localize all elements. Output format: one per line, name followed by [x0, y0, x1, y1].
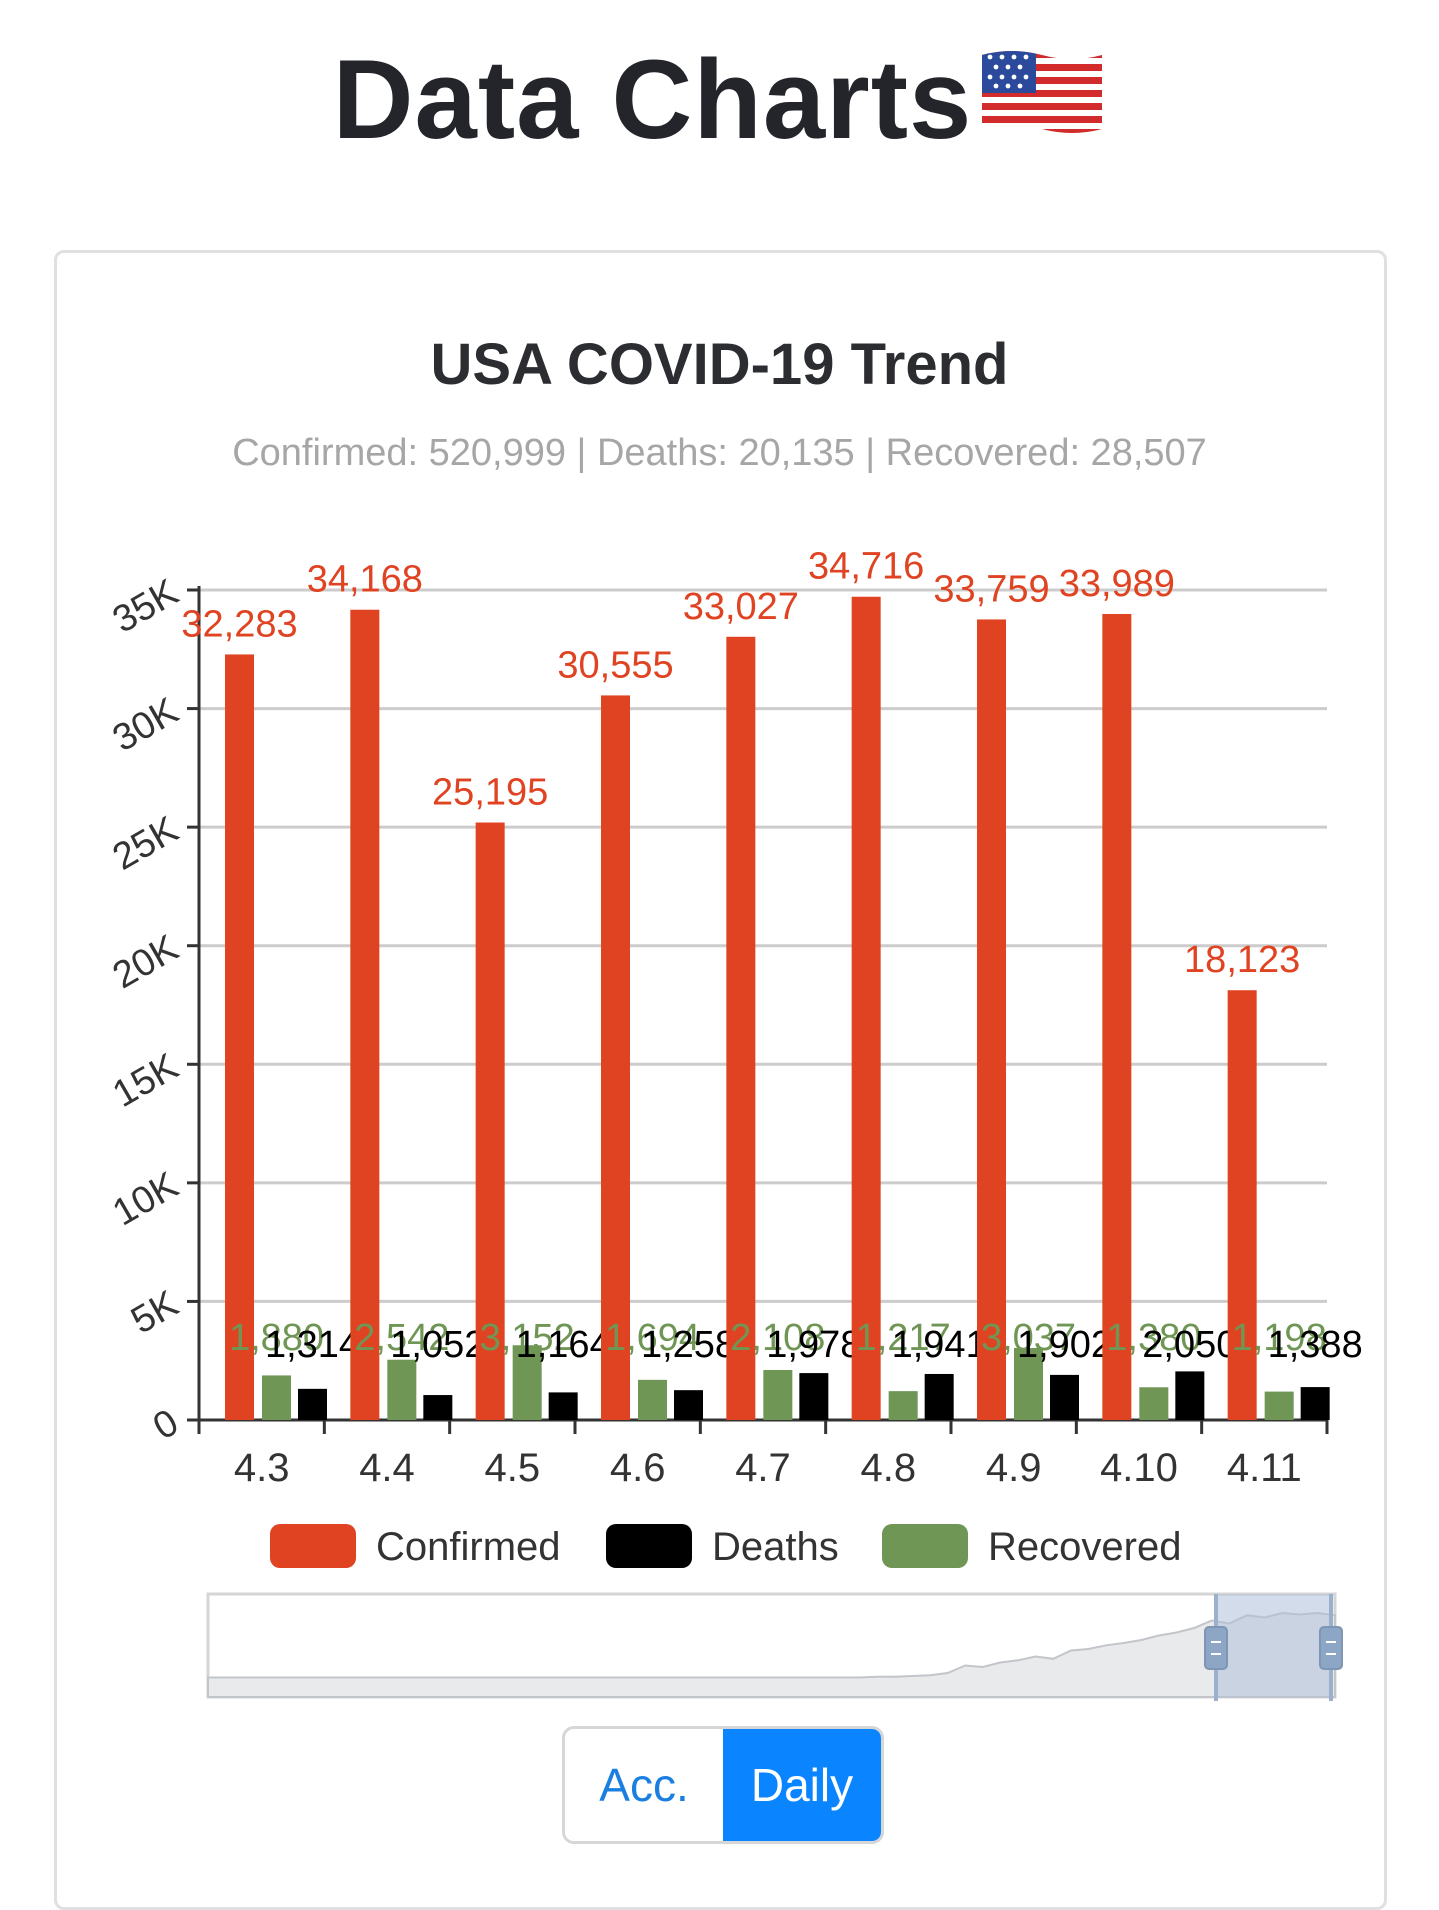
x-tick-label: 4.8 — [861, 1446, 917, 1490]
mode-toggle: Acc. Daily — [562, 1726, 884, 1844]
zoom-handle[interactable] — [1204, 1626, 1228, 1670]
data-label-confirmed: 33,027 — [683, 586, 799, 628]
bar-deaths[interactable] — [674, 1390, 703, 1420]
y-tick-label: 30K — [106, 690, 186, 760]
x-tick-label: 4.10 — [1100, 1446, 1178, 1490]
bar-confirmed[interactable] — [726, 636, 756, 1420]
y-tick-label: 0 — [146, 1401, 185, 1448]
acc-button[interactable]: Acc. — [565, 1729, 723, 1841]
data-label-recovered: 2,108 — [730, 1317, 825, 1359]
x-tick-label: 4.11 — [1227, 1446, 1302, 1490]
legend-label-recovered[interactable]: Recovered — [988, 1525, 1181, 1569]
data-label-deaths: 1,941 — [892, 1324, 987, 1366]
page-title: Data Charts — [0, 40, 1439, 161]
bar-deaths[interactable] — [423, 1395, 453, 1420]
legend-swatch-deaths[interactable] — [606, 1524, 692, 1568]
legend-label-deaths[interactable]: Deaths — [712, 1525, 839, 1569]
bar-recovered[interactable] — [1264, 1391, 1294, 1420]
x-tick-label: 4.4 — [359, 1446, 415, 1490]
y-tick-label: 10K — [106, 1164, 186, 1234]
bar-deaths[interactable] — [1300, 1387, 1330, 1420]
bar-confirmed[interactable] — [1102, 613, 1132, 1420]
data-label-deaths: 2,050 — [1142, 1324, 1237, 1366]
data-label-recovered: 1,380 — [1106, 1317, 1201, 1359]
bar-confirmed[interactable] — [977, 619, 1006, 1420]
bar-recovered[interactable] — [262, 1375, 291, 1420]
us-flag-icon — [978, 41, 1106, 161]
data-label-recovered: 1,198 — [1232, 1317, 1327, 1359]
bar-recovered[interactable] — [512, 1345, 542, 1420]
bar-recovered[interactable] — [387, 1359, 417, 1420]
bar-confirmed[interactable] — [601, 695, 630, 1420]
data-label-confirmed: 34,716 — [808, 546, 924, 588]
x-tick-label: 4.7 — [735, 1446, 791, 1490]
y-tick-label: 15K — [106, 1046, 186, 1116]
data-label-deaths: 1,314 — [265, 1324, 360, 1366]
bar-deaths[interactable] — [1050, 1374, 1079, 1420]
bar-recovered[interactable] — [638, 1379, 667, 1420]
legend-swatch-confirmed[interactable] — [270, 1524, 356, 1568]
data-label-confirmed: 32,283 — [181, 603, 297, 645]
legend-label-confirmed[interactable]: Confirmed — [376, 1525, 561, 1569]
bar-chart: 0 5K 10K 15K 20K 25K 30K 35K 4.3 32,283 1,8801,314… — [106, 546, 1363, 1701]
bar-recovered[interactable] — [763, 1370, 793, 1420]
overview-trend-area — [207, 1611, 1336, 1698]
data-label-confirmed: 33,989 — [1059, 563, 1175, 605]
bar-deaths[interactable] — [298, 1388, 327, 1420]
data-label-confirmed: 30,555 — [557, 644, 673, 686]
bar-confirmed[interactable] — [225, 654, 254, 1420]
bar-deaths[interactable] — [1175, 1371, 1205, 1420]
chart-title: USA COVID-19 Trend — [430, 332, 1009, 397]
x-tick-label: 4.6 — [610, 1446, 666, 1490]
y-tick-label: 25K — [106, 809, 186, 879]
data-label-deaths: 1,164 — [516, 1324, 611, 1366]
data-label-deaths: 1,388 — [1268, 1324, 1363, 1366]
data-label-recovered: 1,217 — [856, 1317, 951, 1359]
data-label-recovered: 1,694 — [605, 1317, 700, 1359]
data-label-deaths: 1,978 — [766, 1324, 861, 1366]
data-label-recovered: 3,152 — [480, 1317, 575, 1359]
bar-deaths[interactable] — [799, 1373, 829, 1420]
page-title-text: Data Charts — [332, 37, 973, 162]
data-label-confirmed: 34,168 — [307, 559, 423, 601]
zoom-selection[interactable] — [1216, 1594, 1331, 1697]
chart-subtitle: Confirmed: 520,999 | Deaths: 20,135 | Re… — [232, 432, 1207, 474]
y-tick-label: 35K — [106, 571, 186, 641]
daily-button[interactable]: Daily — [723, 1729, 881, 1841]
data-label-deaths: 1,258 — [641, 1324, 736, 1366]
data-label-recovered: 3,037 — [981, 1317, 1076, 1359]
bar-confirmed[interactable] — [475, 822, 505, 1420]
bar-confirmed[interactable] — [851, 596, 881, 1420]
x-tick-label: 4.9 — [986, 1446, 1042, 1490]
x-tick-label: 4.3 — [234, 1446, 290, 1490]
data-label-confirmed: 25,195 — [432, 772, 548, 814]
data-label-recovered: 1,880 — [229, 1317, 324, 1359]
data-label-confirmed: 33,759 — [933, 568, 1049, 610]
x-tick-label: 4.5 — [485, 1446, 541, 1490]
bar-deaths[interactable] — [548, 1392, 578, 1420]
y-tick-label: 5K — [124, 1283, 185, 1343]
bar-confirmed[interactable] — [350, 609, 380, 1420]
y-tick-label: 20K — [106, 927, 186, 997]
bar-confirmed[interactable] — [1227, 990, 1257, 1420]
legend-swatch-recovered[interactable] — [882, 1524, 968, 1568]
bar-recovered[interactable] — [1014, 1347, 1043, 1420]
bar-recovered[interactable] — [1139, 1387, 1169, 1420]
data-label-recovered: 2,542 — [354, 1317, 449, 1359]
data-label-deaths: 1,052 — [390, 1324, 485, 1366]
bar-deaths[interactable] — [924, 1373, 954, 1420]
data-label-deaths: 1,902 — [1017, 1324, 1112, 1366]
data-label-confirmed: 18,123 — [1184, 939, 1300, 981]
bar-recovered[interactable] — [888, 1391, 918, 1420]
zoom-handle[interactable] — [1319, 1626, 1343, 1670]
